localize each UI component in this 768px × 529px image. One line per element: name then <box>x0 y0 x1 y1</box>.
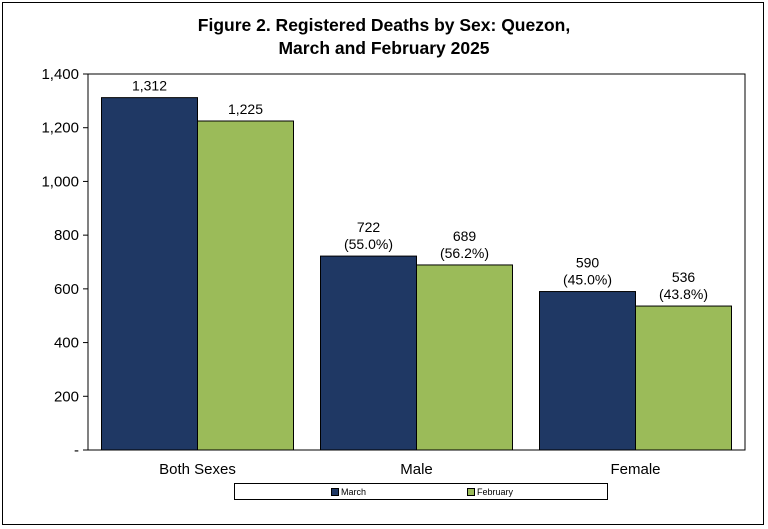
y-tick-label: 1,000 <box>41 173 79 190</box>
legend-item-february: February <box>467 487 513 497</box>
data-label-february-1: (56.2%) <box>440 245 489 261</box>
data-label-march-1: (55.0%) <box>344 236 393 252</box>
bar-february-0 <box>197 120 294 451</box>
bar-march-1 <box>320 255 417 451</box>
legend-label-march: March <box>341 487 367 497</box>
bar-march-0 <box>101 97 198 451</box>
legend-item-march: March <box>331 487 366 497</box>
data-label-march-0: 1,312 <box>132 78 167 94</box>
chart-title-line-2: March and February 2025 <box>278 38 490 58</box>
y-tick-label: - <box>74 442 79 459</box>
chart-legend: March February <box>234 483 608 500</box>
legend-swatch-february <box>467 487 475 496</box>
bar-february-1 <box>416 264 513 451</box>
y-tick-label: 1,400 <box>41 66 79 83</box>
x-category-label: Both Sexes <box>159 461 236 478</box>
y-tick-label: 800 <box>54 227 79 244</box>
chart-title-line-1: Figure 2. Registered Deaths by Sex: Quez… <box>197 15 571 35</box>
x-category-label: Male <box>400 461 433 478</box>
data-label-march-1: 722 <box>357 219 381 235</box>
y-tick-label: 1,200 <box>41 120 79 137</box>
bar-march-2 <box>539 291 636 451</box>
data-label-february-2: 536 <box>672 269 696 285</box>
x-category-label: Female <box>610 461 660 478</box>
data-label-march-2: 590 <box>576 255 600 271</box>
legend-label-february: February <box>477 487 514 497</box>
data-label-march-2: (45.0%) <box>563 272 612 288</box>
bar-february-2 <box>635 305 732 451</box>
data-label-february-2: (43.8%) <box>659 286 708 302</box>
chart-title: Figure 2. Registered Deaths by Sex: Quez… <box>0 14 768 60</box>
legend-swatch-march <box>331 487 339 496</box>
data-label-february-1: 689 <box>453 228 477 244</box>
y-tick-label: 200 <box>54 388 79 405</box>
data-label-february-0: 1,225 <box>228 101 263 117</box>
y-tick-label: 600 <box>54 281 79 298</box>
y-tick-label: 400 <box>54 335 79 352</box>
